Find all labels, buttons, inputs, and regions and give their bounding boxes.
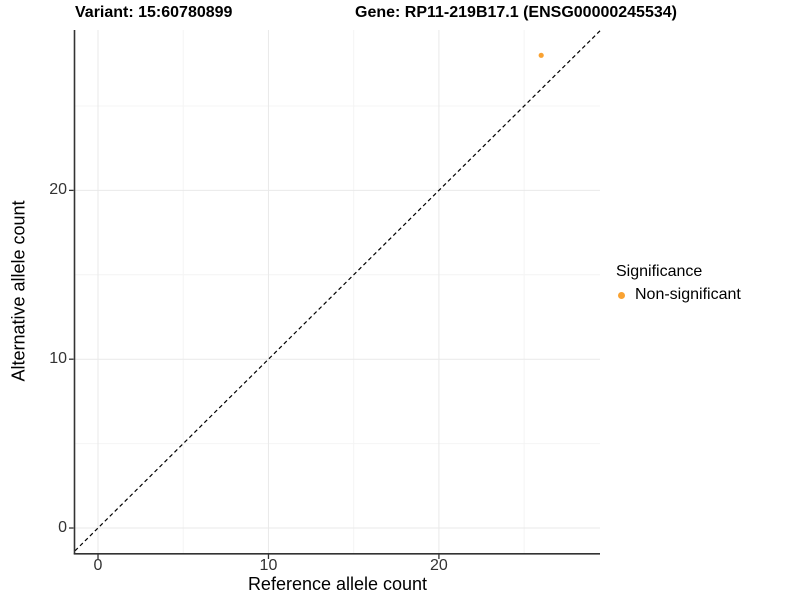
legend-title: Significance <box>616 263 703 280</box>
data-point <box>538 52 544 58</box>
x-tick-label: 0 <box>93 557 103 574</box>
y-tick-label: 20 <box>49 181 67 199</box>
gene-title: Gene: RP11-219B17.1 (ENSG00000245534) <box>355 4 677 21</box>
legend-item-label: Non-significant <box>635 286 741 303</box>
identity-dashed-line <box>74 30 601 552</box>
variant-title: Variant: 15:60780899 <box>75 4 233 21</box>
legend-item-non-significant: Non-significant <box>614 286 741 304</box>
y-tick-label: 0 <box>58 519 67 536</box>
x-axis-title: Reference allele count <box>247 574 428 594</box>
legend: Significance Non-significant <box>614 263 741 304</box>
x-tick-label: 20 <box>430 557 448 574</box>
y-axis-title: Alternative allele count <box>8 200 29 382</box>
x-tick-label: 10 <box>259 557 278 574</box>
y-tick-label: 10 <box>49 350 67 368</box>
legend-point-icon <box>618 291 625 299</box>
